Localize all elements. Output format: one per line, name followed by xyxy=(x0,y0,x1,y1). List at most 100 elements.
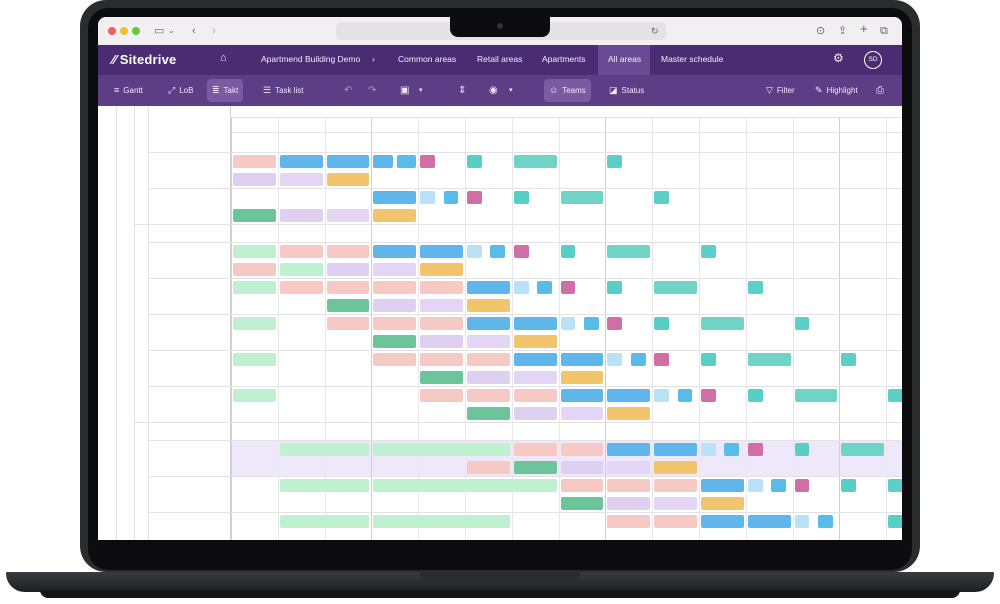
task-bar[interactable] xyxy=(747,353,791,366)
redo-icon[interactable]: ↷ xyxy=(368,85,377,96)
task-bar[interactable] xyxy=(560,497,604,510)
task-bar[interactable] xyxy=(373,263,417,276)
task-bar[interactable] xyxy=(233,209,276,222)
task-bar[interactable] xyxy=(513,353,557,366)
task-bar[interactable] xyxy=(467,191,482,204)
task-bar[interactable] xyxy=(326,245,370,258)
task-bar[interactable] xyxy=(607,389,651,402)
task-bar[interactable] xyxy=(771,479,786,492)
task-bar[interactable] xyxy=(233,389,276,402)
task-bar[interactable] xyxy=(560,389,604,402)
task-bar[interactable] xyxy=(537,281,552,294)
task-bar[interactable] xyxy=(513,407,557,420)
task-bar[interactable] xyxy=(560,317,576,330)
task-bar[interactable] xyxy=(279,515,370,528)
filter-button[interactable]: ▽ Filter xyxy=(766,75,795,106)
task-bar[interactable] xyxy=(420,245,463,258)
task-bar[interactable] xyxy=(560,407,604,420)
task-bar[interactable] xyxy=(513,389,557,402)
chevron-down-icon[interactable]: ▾ xyxy=(509,87,513,94)
task-bar[interactable] xyxy=(420,371,463,384)
task-bar[interactable] xyxy=(233,173,276,186)
task-bar[interactable] xyxy=(513,335,557,348)
view-gantt-button[interactable]: ≡ Gantt xyxy=(114,75,143,106)
task-bar[interactable] xyxy=(701,353,716,366)
task-bar[interactable] xyxy=(513,317,557,330)
print-icon[interactable]: ⎙ xyxy=(876,85,884,96)
task-bar[interactable] xyxy=(794,317,810,330)
chevron-down-icon[interactable]: ▾ xyxy=(419,87,423,94)
nav-apartments[interactable]: Apartments xyxy=(542,54,586,64)
close-window-icon[interactable] xyxy=(108,27,116,35)
task-bar[interactable] xyxy=(513,371,557,384)
download-icon[interactable]: ⊙ xyxy=(816,25,826,37)
eye-icon[interactable]: ◉ xyxy=(489,85,498,96)
task-bar[interactable] xyxy=(607,443,651,456)
share-icon[interactable]: ⇪ xyxy=(838,25,848,37)
task-bar[interactable] xyxy=(279,281,323,294)
settings-gear-icon[interactable]: ⚙ xyxy=(833,51,844,65)
back-icon[interactable]: ‹ xyxy=(192,25,196,37)
task-bar[interactable] xyxy=(701,317,744,330)
task-bar[interactable] xyxy=(794,515,810,528)
task-bar[interactable] xyxy=(373,443,510,456)
task-bar[interactable] xyxy=(279,479,370,492)
task-bar[interactable] xyxy=(794,479,810,492)
task-bar[interactable] xyxy=(654,281,697,294)
task-bar[interactable] xyxy=(724,443,740,456)
task-bar[interactable] xyxy=(607,497,651,510)
task-bar[interactable] xyxy=(607,515,651,528)
view-lob-button[interactable]: ⤢ LoB xyxy=(168,75,193,106)
view-takt-button[interactable]: ≣ Takt xyxy=(207,79,244,102)
task-bar[interactable] xyxy=(326,281,370,294)
task-bar[interactable] xyxy=(818,515,833,528)
task-bar[interactable] xyxy=(326,317,370,330)
task-bar[interactable] xyxy=(467,461,510,474)
task-bar[interactable] xyxy=(373,299,417,312)
task-bar[interactable] xyxy=(373,155,393,168)
task-bar[interactable] xyxy=(373,317,417,330)
nav-common-areas[interactable]: Common areas xyxy=(398,54,457,64)
task-bar[interactable] xyxy=(467,407,510,420)
task-bar[interactable] xyxy=(560,281,576,294)
task-bar[interactable] xyxy=(560,353,604,366)
task-bar[interactable] xyxy=(560,479,604,492)
status-button[interactable]: ◪ Status xyxy=(609,75,644,106)
task-bar[interactable] xyxy=(467,245,482,258)
nav-all-areas[interactable]: All areas xyxy=(608,54,642,64)
task-bar[interactable] xyxy=(607,353,623,366)
task-bar[interactable] xyxy=(607,461,651,474)
minimize-window-icon[interactable] xyxy=(120,27,128,35)
task-bar[interactable] xyxy=(607,245,651,258)
task-bar[interactable] xyxy=(701,389,716,402)
task-bar[interactable] xyxy=(420,317,463,330)
task-bar[interactable] xyxy=(467,371,510,384)
task-bar[interactable] xyxy=(747,479,763,492)
task-bar[interactable] xyxy=(279,263,323,276)
task-bar[interactable] xyxy=(747,515,791,528)
task-bar[interactable] xyxy=(560,443,604,456)
task-bar[interactable] xyxy=(654,515,697,528)
task-bar[interactable] xyxy=(326,299,370,312)
task-bar[interactable] xyxy=(677,389,693,402)
task-bar[interactable] xyxy=(420,263,463,276)
task-bar[interactable] xyxy=(747,389,763,402)
task-bar[interactable] xyxy=(888,479,902,492)
task-bar[interactable] xyxy=(420,281,463,294)
nav-master-schedule[interactable]: Master schedule xyxy=(661,54,724,64)
task-bar[interactable] xyxy=(233,317,276,330)
task-bar[interactable] xyxy=(467,281,510,294)
task-bar[interactable] xyxy=(654,479,697,492)
task-bar[interactable] xyxy=(233,353,276,366)
task-bar[interactable] xyxy=(654,191,669,204)
task-bar[interactable] xyxy=(420,335,463,348)
task-bar[interactable] xyxy=(233,281,276,294)
nav-retail-areas[interactable]: Retail areas xyxy=(477,54,523,64)
home-icon[interactable]: ⌂ xyxy=(220,52,227,64)
task-bar[interactable] xyxy=(584,317,599,330)
highlight-button[interactable]: ✎ Highlight xyxy=(815,75,858,106)
task-bar[interactable] xyxy=(326,173,370,186)
task-bar[interactable] xyxy=(888,389,902,402)
task-bar[interactable] xyxy=(654,443,697,456)
maximize-window-icon[interactable] xyxy=(132,27,140,35)
